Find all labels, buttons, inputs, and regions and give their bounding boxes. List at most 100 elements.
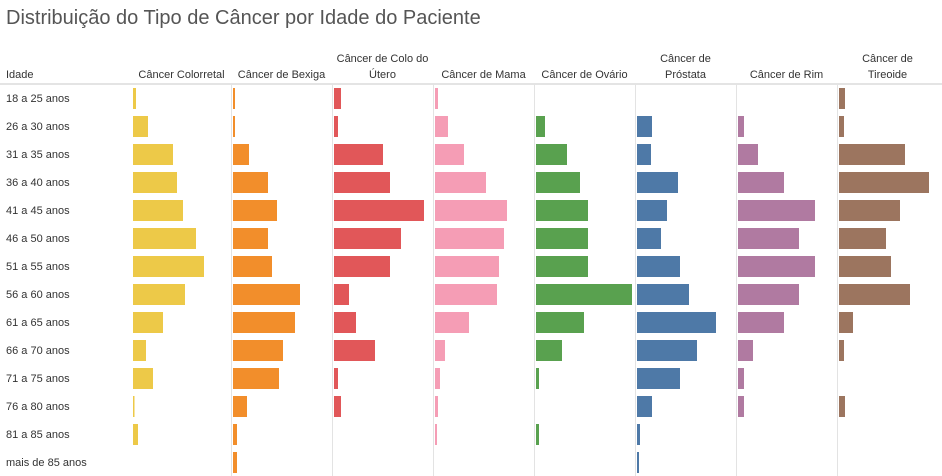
column-header-6: Próstata [665,69,707,81]
bar [133,424,138,445]
bar [133,284,185,305]
bar [637,424,640,445]
bar [738,396,744,417]
bar [637,396,652,417]
column-header-7: Câncer de Rim [750,69,823,81]
bar [738,340,753,361]
bar [233,200,277,221]
column-header-3: Câncer de Colo do [337,53,429,65]
bar [133,88,136,109]
bar [133,228,196,249]
chart-title: Distribuição do Tipo de Câncer por Idade… [6,7,481,29]
bar [536,424,539,445]
bar [435,284,497,305]
bar [233,88,235,109]
bar [839,200,900,221]
bar [233,172,268,193]
bar [334,200,424,221]
bar [637,116,652,137]
bar [233,368,279,389]
row-label: 66 a 70 anos [6,345,70,357]
bar [233,284,300,305]
bar [839,312,853,333]
bar [233,340,283,361]
bar [536,116,545,137]
bar [334,368,338,389]
bar [839,396,845,417]
bar [536,312,584,333]
bar [738,312,784,333]
column-header-6: Câncer de [660,53,711,65]
row-label: 56 a 60 anos [6,289,70,301]
bar [637,256,680,277]
bar [334,340,375,361]
bar [133,368,153,389]
column-header-3: Útero [369,68,396,81]
bar [435,340,445,361]
bar [435,424,437,445]
bar [133,172,177,193]
bar [435,144,464,165]
bar [637,284,689,305]
bar [536,340,562,361]
bar [637,368,680,389]
bar [536,144,567,165]
row-label: 76 a 80 anos [6,401,70,413]
bar [233,312,295,333]
column-header-5: Câncer de Ovário [541,69,627,81]
row-label: 18 a 25 anos [6,93,70,105]
bar [133,256,204,277]
bar [334,396,341,417]
bar [536,284,632,305]
bar [233,424,237,445]
bar [435,368,440,389]
row-label: 71 a 75 anos [6,373,70,385]
row-label: 36 a 40 anos [6,177,70,189]
bar [133,116,148,137]
bar [536,172,580,193]
bar [133,396,135,417]
bar [738,284,799,305]
bar [839,88,845,109]
row-label: 81 a 85 anos [6,429,70,441]
bar [334,284,349,305]
bar [536,228,588,249]
column-header-1: Câncer Colorretal [138,69,224,81]
bar [334,228,401,249]
row-header: Idade [6,69,34,81]
bar [637,312,716,333]
bar [233,396,247,417]
bar [334,116,338,137]
bar [233,116,235,137]
bar [839,340,844,361]
bar [637,144,651,165]
bar [334,312,356,333]
bar [435,88,438,109]
row-label: 41 a 45 anos [6,205,70,217]
row-label: 26 a 30 anos [6,121,70,133]
bar [839,228,886,249]
row-label: mais de 85 anos [6,457,87,469]
bar [839,172,929,193]
bar [334,172,390,193]
bar [334,144,383,165]
row-label: 61 a 65 anos [6,317,70,329]
row-label: 51 a 55 anos [6,261,70,273]
column-header-2: Câncer de Bexiga [238,69,326,81]
bar [738,200,815,221]
bar [738,116,744,137]
bar [435,396,438,417]
bar [637,452,639,473]
bar [738,368,744,389]
bar [839,144,905,165]
row-label: 31 a 35 anos [6,149,70,161]
bar [435,228,504,249]
bar [637,340,697,361]
bar [738,256,815,277]
bar [536,256,588,277]
bar [637,228,661,249]
bar [435,312,469,333]
bar [536,200,588,221]
bar [839,284,910,305]
